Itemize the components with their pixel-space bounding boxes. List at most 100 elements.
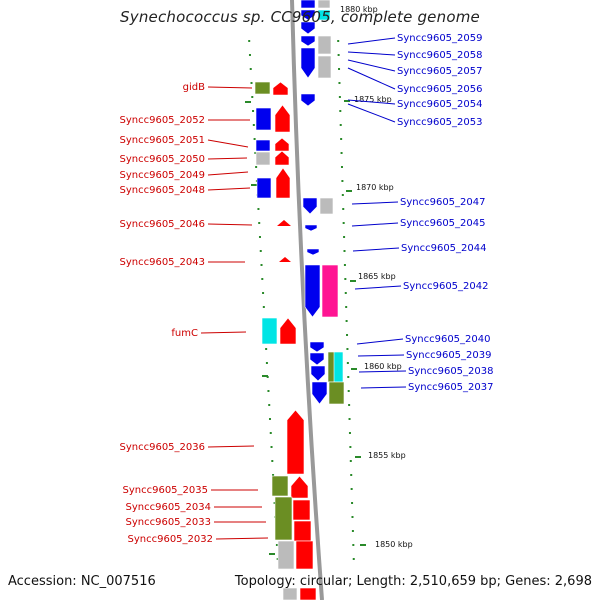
tick-mark [272, 474, 275, 476]
gene-arrow-reverse [300, 93, 316, 107]
gene-label-left: fumC [171, 328, 198, 339]
gene-arrow-forward [274, 150, 290, 166]
scale-label: 1880 kbp [340, 5, 378, 14]
gene-label-right: Syncc9605_2054 [397, 99, 483, 110]
gene-label-left: Syncc9605_2035 [123, 485, 209, 496]
gene-label-right: Syncc9605_2058 [397, 50, 483, 61]
gene-label-left: gidB [183, 82, 205, 93]
tick-mark [339, 124, 342, 126]
tick-mark [351, 530, 354, 532]
tick-mark [344, 292, 347, 294]
tick-mark [347, 390, 350, 392]
label-leader-line [207, 223, 253, 226]
label-leader-line [347, 59, 396, 72]
gene-feature-box [317, 35, 332, 55]
tick-mark [350, 488, 353, 490]
tick-mark [267, 390, 270, 392]
tick-mark [248, 54, 251, 56]
tick-mark [337, 40, 340, 42]
tick-mark [348, 432, 351, 434]
gene-feature-box [321, 264, 339, 318]
tick-mark [260, 264, 263, 266]
tick-mark [258, 222, 261, 224]
gene-arrow-forward [274, 137, 290, 152]
label-leader-line [356, 338, 404, 345]
tick-mark [351, 502, 354, 504]
tick-mark [340, 138, 343, 140]
gene-label-left: Syncc9605_2032 [128, 534, 214, 545]
gene-feature-box [295, 540, 314, 570]
tick-mark [337, 54, 340, 56]
accession-text: Accession: NC_007516 [8, 574, 156, 589]
gene-label-left: Syncc9605_2046 [120, 219, 206, 230]
gene-feature-box [255, 151, 271, 166]
gene-feature-box [300, 0, 316, 9]
tick-mark [338, 82, 341, 84]
tick-mark [348, 404, 351, 406]
gene-arrow-reverse [300, 47, 316, 79]
gene-arrow-reverse [306, 248, 320, 256]
label-leader-line [215, 537, 269, 540]
tick-mark [252, 124, 255, 126]
label-leader-line [357, 354, 405, 357]
gene-arrow-reverse [300, 21, 316, 35]
gene-arrow-forward [279, 257, 291, 262]
gene-arrow-forward [290, 475, 309, 499]
gene-label-left: Syncc9605_2034 [126, 502, 212, 513]
gene-feature-box [277, 540, 295, 570]
tick-mark [338, 68, 341, 70]
gene-label-right: Syncc9605_2038 [408, 366, 494, 377]
tick-mark [253, 138, 256, 140]
gene-arrow-forward [286, 409, 305, 475]
gene-label-right: Syncc9605_2042 [403, 281, 489, 292]
tick-mark [348, 418, 351, 420]
gene-arrow-reverse [309, 352, 325, 366]
tick-mark [339, 110, 342, 112]
label-leader-line [347, 67, 396, 90]
major-tick [245, 101, 251, 103]
gene-feature-box [319, 197, 334, 215]
gene-label-right: Syncc9605_2057 [397, 66, 483, 77]
gene-label-right: Syncc9605_2045 [400, 218, 486, 229]
gene-arrow-forward [277, 220, 291, 226]
tick-mark [269, 432, 272, 434]
tick-mark [346, 334, 349, 336]
label-leader-line [207, 157, 248, 160]
tick-mark [249, 68, 252, 70]
tick-mark [341, 180, 344, 182]
label-leader-line [207, 86, 253, 89]
gene-arrow-reverse [309, 341, 325, 353]
scale-label: 1870 kbp [356, 183, 394, 192]
gene-feature-box [271, 475, 289, 497]
tick-mark [262, 292, 265, 294]
tick-mark [341, 194, 344, 196]
tick-mark [255, 166, 258, 168]
scale-label: 1865 kbp [358, 272, 396, 281]
tick-mark [262, 306, 265, 308]
tick-mark [252, 110, 255, 112]
gene-label-left: Syncc9605_2051 [120, 135, 206, 146]
tick-mark [273, 502, 276, 504]
tick-mark [250, 82, 253, 84]
gene-arrow-reverse [300, 35, 316, 47]
tick-mark [349, 460, 352, 462]
tick-mark [342, 222, 345, 224]
gene-label-left: Syncc9605_2052 [120, 115, 206, 126]
label-leader-line [200, 331, 247, 334]
tick-mark [254, 152, 257, 154]
scale-label: 1860 kbp [364, 362, 402, 371]
tick-mark [251, 96, 254, 98]
tick-mark [350, 474, 353, 476]
gene-feature-box [317, 9, 331, 21]
tick-mark [343, 264, 346, 266]
gene-label-left: Syncc9605_2048 [120, 185, 206, 196]
tick-mark [342, 208, 345, 210]
tick-mark [257, 208, 260, 210]
gene-feature-box [274, 496, 293, 541]
gene-label-right: Syncc9605_2040 [405, 334, 491, 345]
tick-mark [265, 348, 268, 350]
tick-mark [259, 250, 262, 252]
tick-mark [248, 40, 251, 42]
tick-mark [265, 362, 268, 364]
